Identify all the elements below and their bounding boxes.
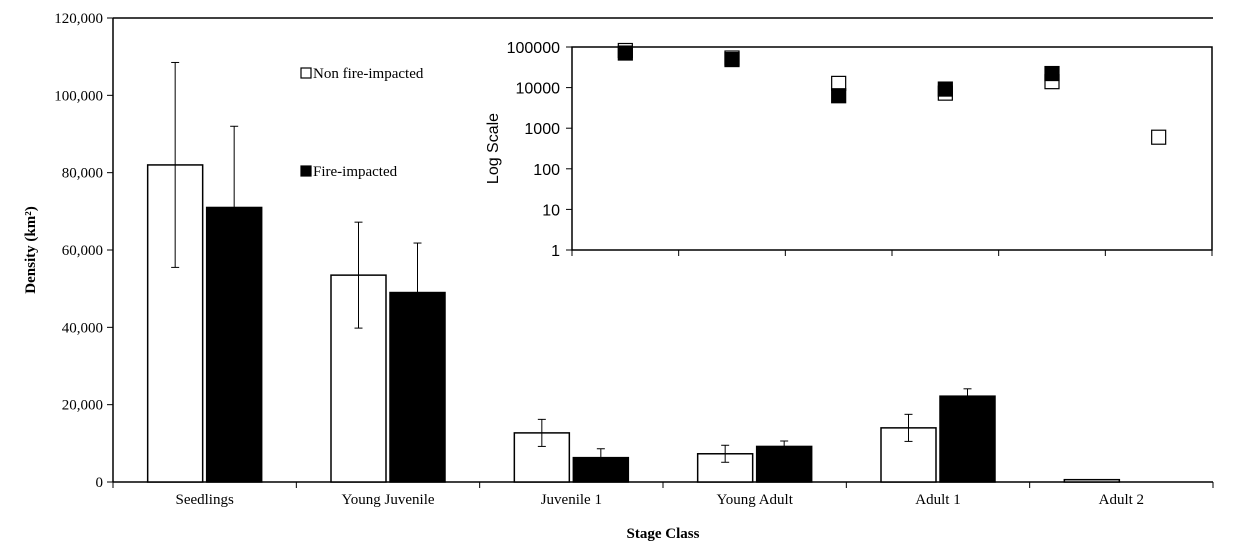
inset-y-tick-label: 1000 (524, 121, 560, 138)
x-tick-label: Adult 1 (915, 492, 960, 508)
marker-fire-impacted (1044, 65, 1060, 82)
x-axis-title: Stage Class (627, 526, 700, 542)
marker-non-fire-impacted (1151, 129, 1167, 145)
y-tick-label: 40,000 (62, 320, 103, 336)
inset-y-tick-label: 10000 (516, 81, 561, 98)
inset-frame (571, 46, 1213, 251)
marker-fire-impacted (937, 81, 953, 97)
inset-log-scatter-chart: 1 10 100 1000 10000 100000 Log Scale (485, 40, 1213, 260)
legend-swatch-non-fire-impacted (300, 67, 312, 79)
bar-fire-impacted (572, 456, 630, 483)
inset-y-tick-label: 100000 (507, 40, 560, 57)
legend-swatch-fire-impacted (300, 165, 312, 177)
x-tick-label: Adult 2 (1099, 492, 1144, 508)
x-tick-label: Young Juvenile (341, 492, 434, 508)
y-tick-label: 20,000 (62, 398, 103, 414)
x-tick-label: Juvenile 1 (541, 492, 602, 508)
bar-fire-impacted (389, 291, 446, 483)
legend-label-non-fire-impacted: Non fire-impacted (313, 66, 424, 82)
inset-y-tick-label: 10 (542, 202, 560, 219)
y-tick-label: 100,000 (54, 88, 103, 104)
x-tick-label: Seedlings (175, 492, 233, 508)
marker-fire-impacted (831, 88, 847, 104)
marker-fire-impacted (724, 51, 740, 68)
bar-fire-impacted (205, 206, 263, 483)
y-tick-label: 120,000 (54, 11, 103, 27)
x-tick-label: Young Adult (716, 492, 793, 508)
y-tick-label: 0 (96, 475, 104, 491)
bar-fire-impacted (939, 395, 996, 483)
y-tick-label: 60,000 (62, 243, 103, 259)
legend: Non fire-impacted Fire-impacted (300, 66, 424, 180)
bar-non-fire-impacted (1063, 478, 1121, 483)
main-bar-chart: 0 20,000 40,000 60,000 80,000 100,000 120,000 S… (23, 11, 1214, 542)
inset-y-axis-title: Log Scale (485, 113, 502, 184)
legend-label-fire-impacted: Fire-impacted (313, 164, 398, 180)
y-axis-title: Density (km²) (23, 206, 39, 293)
y-tick-label: 80,000 (62, 166, 103, 182)
inset-y-tick-label: 100 (533, 162, 560, 179)
marker-fire-impacted (617, 45, 633, 61)
bar-fire-impacted (755, 445, 813, 483)
inset-y-tick-label: 1 (551, 243, 560, 260)
